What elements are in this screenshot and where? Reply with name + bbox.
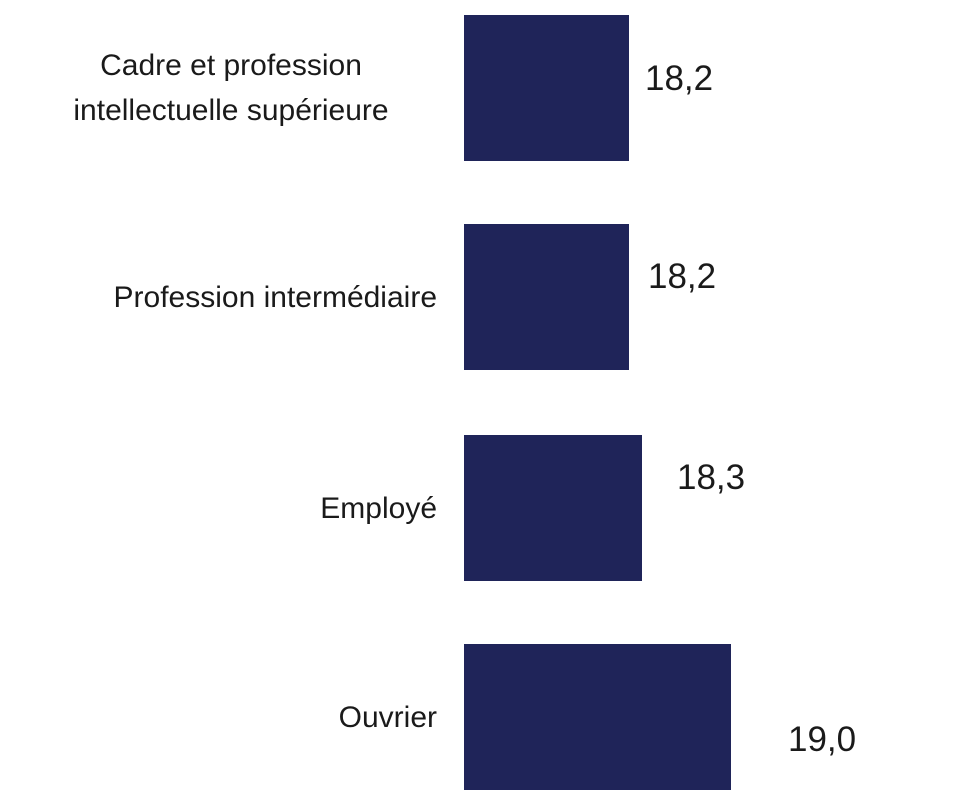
category-label-ouvrier: Ouvrier: [0, 644, 437, 790]
value-label-cadre: 18,2: [645, 59, 714, 98]
category-label-text: Cadre et profession intellectuelle supér…: [73, 49, 389, 127]
category-label-cadre: Cadre et profession intellectuelle supér…: [0, 15, 437, 161]
category-label-text: Ouvrier: [338, 700, 437, 734]
value-label-profession-intermediaire: 18,2: [648, 257, 717, 296]
bar-profession-intermediaire: [464, 224, 630, 370]
category-label-profession-intermediaire: Profession intermédiaire: [0, 224, 437, 370]
bar-ouvrier: [464, 644, 731, 790]
bar-cadre: [464, 15, 630, 161]
category-label-employe: Employé: [0, 435, 437, 581]
bar-employe: [464, 435, 642, 581]
value-label-ouvrier: 19,0: [788, 720, 857, 759]
value-label-employe: 18,3: [677, 458, 746, 497]
category-label-text: Employé: [320, 491, 437, 525]
category-label-text: Profession intermédiaire: [113, 280, 437, 314]
